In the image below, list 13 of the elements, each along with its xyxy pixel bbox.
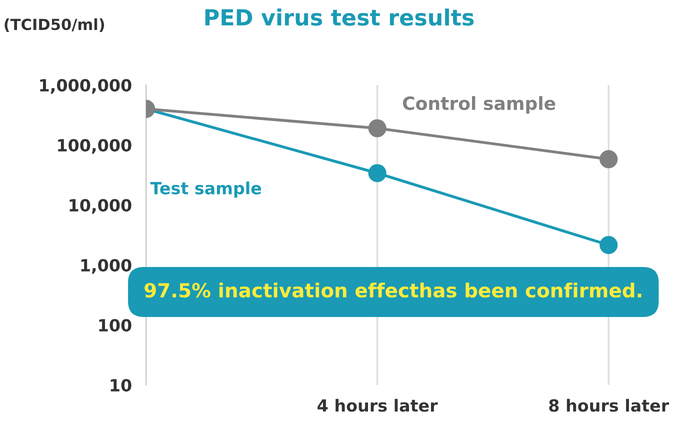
series-label: Control sample — [402, 96, 556, 114]
y-tick-label: 1,000,000 — [40, 78, 132, 94]
y-tick-label: 100,000 — [58, 138, 132, 154]
y-tick-label: 1,000 — [81, 258, 132, 274]
y-tick-label: 100 — [99, 318, 132, 332]
chart-title: PED virus test results — [205, 8, 474, 26]
annotation: 97.5% inactivation effecthas been confirmed. — [144, 282, 642, 298]
x-tick-label: 4 hours later — [318, 398, 438, 412]
y-tick-label: 10,000 — [70, 198, 132, 214]
x-tick-label: 8 hours later — [549, 398, 670, 412]
y-axis-title: (TCID50/ml) — [4, 18, 104, 32]
text: Test sample — [150, 182, 262, 198]
y-tick-label: 10 — [110, 378, 132, 392]
